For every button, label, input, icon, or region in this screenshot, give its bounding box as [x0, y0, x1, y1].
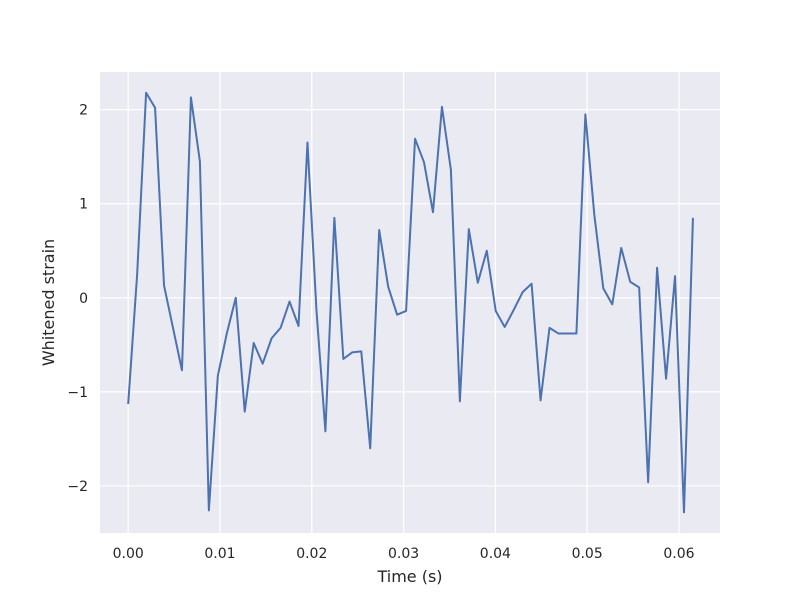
x-tick-label: 0.02: [296, 546, 327, 562]
y-tick-label: −2: [67, 479, 88, 495]
x-tick-labels: 0.00 0.01 0.02 0.03 0.04 0.05 0.06: [113, 546, 695, 562]
plot-area: [100, 72, 720, 533]
x-tick-label: 0.00: [113, 546, 144, 562]
y-tick-label: 2: [79, 103, 88, 119]
series-layer: [127, 91, 694, 514]
x-tick-label: 0.06: [663, 546, 694, 562]
x-axis-label: Time (s): [376, 567, 442, 586]
y-tick-label: 1: [79, 197, 88, 213]
x-tick-label: 0.01: [204, 546, 235, 562]
x-tick-label: 0.03: [388, 546, 419, 562]
y-axis-label: Whitened strain: [39, 239, 58, 366]
x-tick-label: 0.05: [572, 546, 603, 562]
x-tick-label: 0.04: [480, 546, 511, 562]
series-line: [127, 91, 694, 514]
y-tick-labels: −2 −1 0 1 2: [67, 103, 88, 495]
y-tick-label: −1: [67, 385, 88, 401]
y-tick-label: 0: [79, 291, 88, 307]
